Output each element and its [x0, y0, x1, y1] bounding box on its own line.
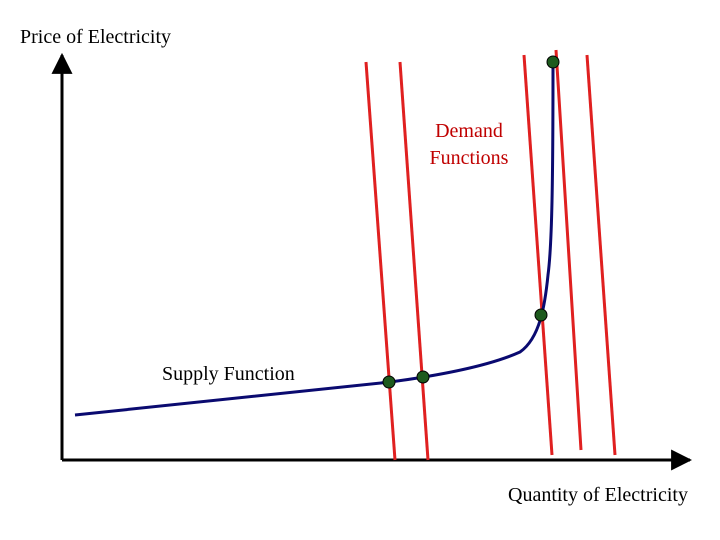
point	[546, 55, 560, 69]
demand-label: Functions	[430, 147, 509, 169]
demand-lines	[364, 49, 617, 461]
supply-label: Supply Function	[162, 363, 295, 385]
demand-line	[585, 54, 617, 456]
equilibrium-points	[382, 55, 560, 389]
demand-line	[522, 54, 554, 456]
demand-label: Demand	[435, 120, 503, 142]
point	[382, 375, 396, 389]
x-axis-label: Quantity of Electricity	[508, 484, 688, 506]
supply-curve	[74, 61, 555, 417]
y-axis-label: Price of Electricity	[20, 26, 171, 48]
point	[534, 308, 548, 322]
demand-line	[398, 61, 430, 461]
demand-line	[364, 61, 397, 461]
demand-line	[554, 49, 583, 451]
point	[416, 370, 430, 384]
